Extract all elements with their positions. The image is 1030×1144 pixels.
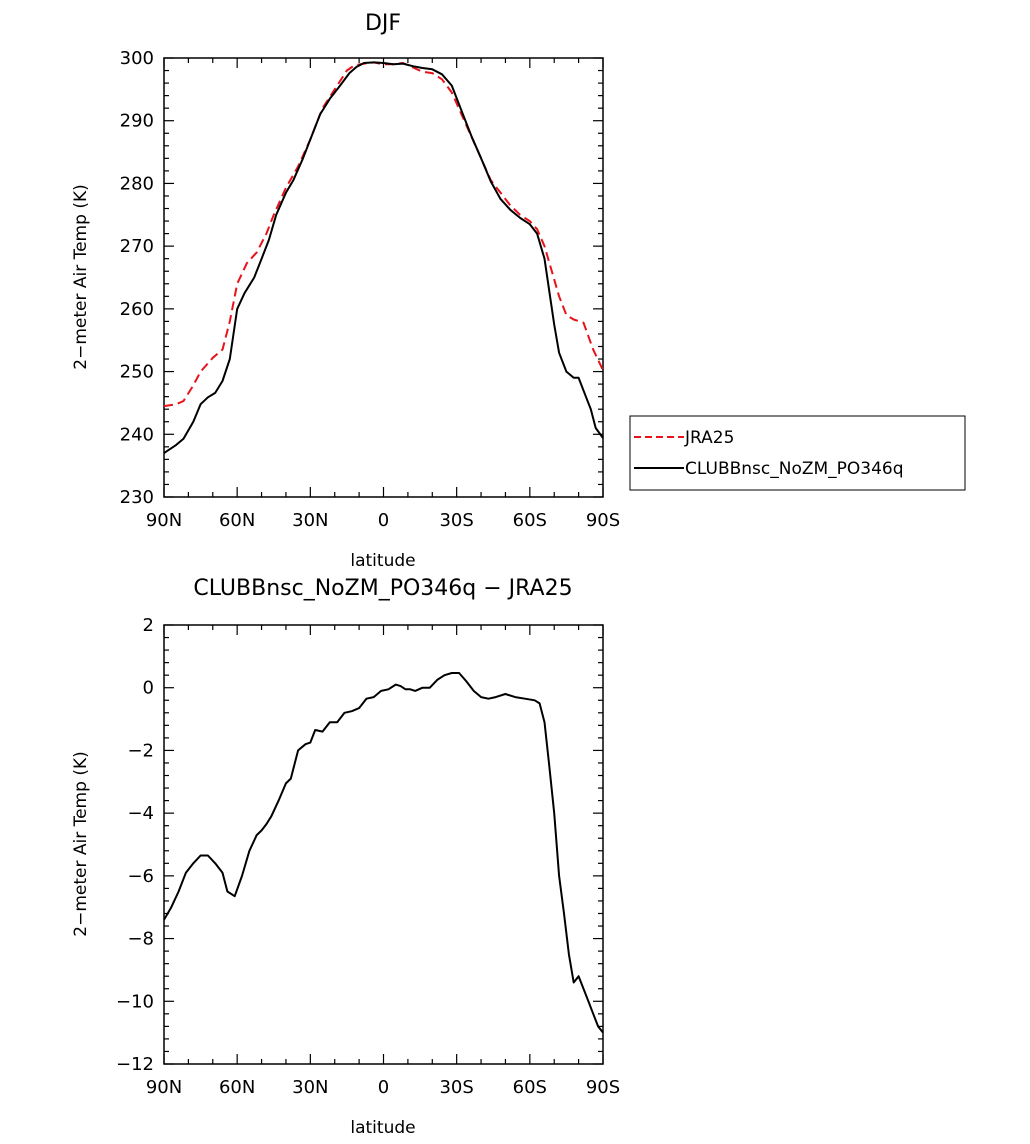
legend-box xyxy=(629,415,966,491)
top-x-axis-label: latitude xyxy=(350,551,415,571)
bottom-y-axis-label: 2−meter Air Temp (K) xyxy=(71,751,91,936)
y-tick-label: 230 xyxy=(120,487,154,508)
bottom-series xyxy=(163,672,604,1034)
x-tick-label: 30S xyxy=(439,1077,473,1098)
top-ticks xyxy=(163,57,604,498)
legend-label-jra25: JRA25 xyxy=(684,428,734,448)
x-tick-label: 90S xyxy=(586,510,620,531)
y-tick-label: 300 xyxy=(120,48,154,69)
top-plot-frame xyxy=(163,57,604,498)
y-tick-label: 260 xyxy=(120,299,154,320)
x-tick-label: 90N xyxy=(146,510,182,531)
top-tick-labels: 90N 60N 30N 0 30S 60S 90S 230 240 250 260 270 280 290… xyxy=(120,48,621,531)
bottom-x-axis-label: latitude xyxy=(350,1118,415,1138)
y-tick-label: −6 xyxy=(127,866,154,887)
series-line-clubbnsc-nozm-po346q xyxy=(163,61,604,454)
y-tick-label: 2 xyxy=(143,615,154,636)
y-tick-label: −10 xyxy=(116,991,154,1012)
bottom-ticks xyxy=(163,624,604,1065)
x-tick-label: 90S xyxy=(586,1077,620,1098)
top-chart-title: DJF xyxy=(365,11,401,36)
y-tick-label: 240 xyxy=(120,424,154,445)
y-tick-label: −2 xyxy=(127,740,154,761)
y-tick-label: 280 xyxy=(120,173,154,194)
y-tick-label: 290 xyxy=(120,111,154,132)
x-tick-label: 60S xyxy=(513,1077,547,1098)
y-tick-label: 270 xyxy=(120,236,154,257)
y-tick-label: 250 xyxy=(120,362,154,383)
legend-label-clubb: CLUBBnsc_NoZM_PO346q xyxy=(685,459,904,479)
x-tick-label: 30N xyxy=(292,510,328,531)
x-tick-label: 30N xyxy=(292,1077,328,1098)
top-y-axis-label: 2−meter Air Temp (K) xyxy=(71,184,91,369)
y-tick-label: 0 xyxy=(143,678,154,699)
y-tick-label: −4 xyxy=(127,803,154,824)
top-series xyxy=(163,61,604,454)
x-tick-label: 0 xyxy=(378,1077,389,1098)
x-tick-label: 0 xyxy=(378,510,389,531)
bottom-chart-title: CLUBBnsc_NoZM_PO346q − JRA25 xyxy=(193,576,572,601)
x-tick-label: 60N xyxy=(219,510,255,531)
y-tick-label: −8 xyxy=(127,929,154,950)
top-panel: DJF 90N 60N 30N 0 30S 60S 90S 230 240 250 260 270 28… xyxy=(71,11,966,571)
x-tick-label: 60S xyxy=(513,510,547,531)
bottom-panel: CLUBBnsc_NoZM_PO346q − JRA25 90N 60N 30N 0 3… xyxy=(71,576,620,1138)
x-tick-label: 30S xyxy=(439,510,473,531)
y-tick-label: −12 xyxy=(116,1054,154,1075)
x-tick-label: 60N xyxy=(219,1077,255,1098)
bottom-tick-labels: 90N 60N 30N 0 30S 60S 90S −12 −10 −8 −6 −4 −2 0 2 xyxy=(116,615,620,1098)
legend: JRA25 CLUBBnsc_NoZM_PO346q xyxy=(629,415,966,491)
difference-series-line xyxy=(163,672,604,1034)
x-tick-label: 90N xyxy=(146,1077,182,1098)
